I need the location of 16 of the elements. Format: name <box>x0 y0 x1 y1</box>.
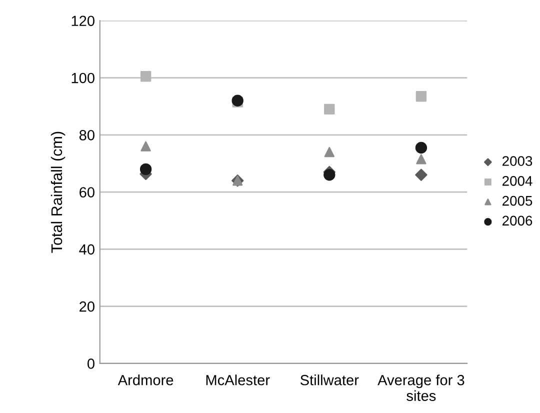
y-tick-label: 100 <box>72 72 94 84</box>
x-tick-label: Stillwater <box>300 374 359 386</box>
legend-label: 2003 <box>502 156 532 166</box>
y-tick-label: 20 <box>80 301 94 312</box>
x-tick-label: McAlester <box>206 374 270 386</box>
x-tick-label: Ardmore <box>118 374 174 386</box>
x-tick-label: Average for 3 sites <box>378 374 464 401</box>
legend-label: 2006 <box>502 216 532 226</box>
y-tick-label: 0 <box>88 358 94 369</box>
legend-label: 2004 <box>502 176 532 186</box>
y-axis-title: Total Rainfall (cm) <box>50 132 66 253</box>
y-tick-label: 60 <box>80 187 94 198</box>
y-tick-label: 80 <box>79 130 94 140</box>
y-tick-label: 40 <box>79 244 94 255</box>
legend-label: 2005 <box>502 196 532 206</box>
y-tick-label: 120 <box>72 16 94 26</box>
